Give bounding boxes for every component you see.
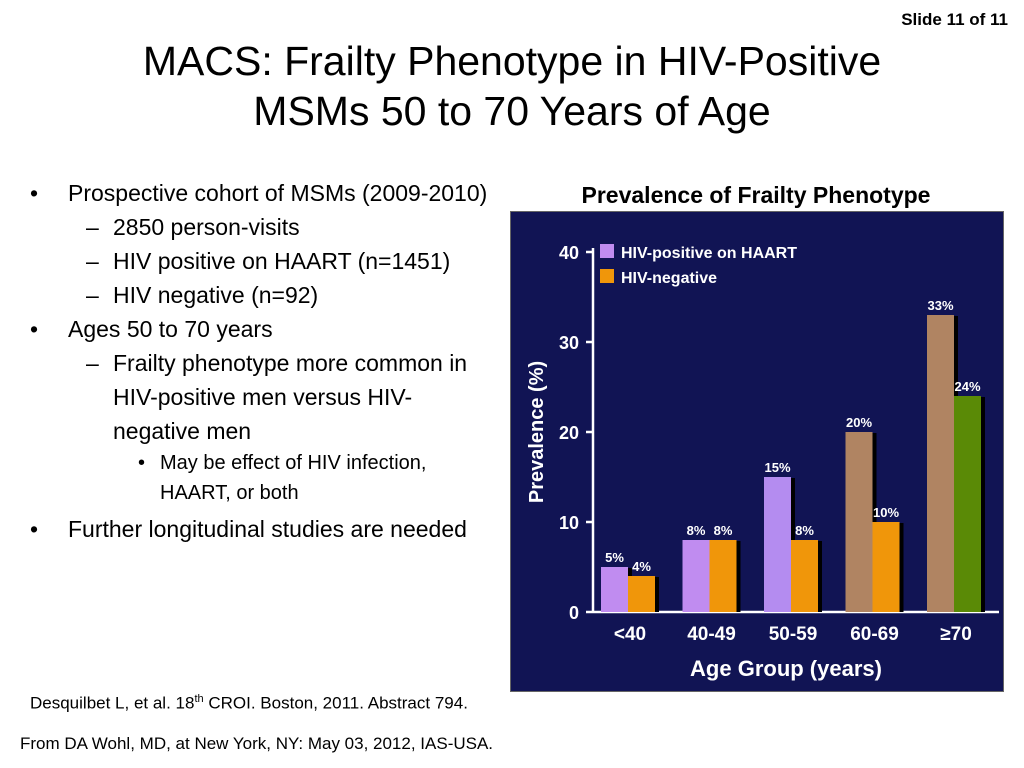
frailty-bar-chart: 0 10 20 30 40 Prevalence (%) 5% 4% <40 8% 8% 40-49 1… xyxy=(526,243,999,681)
y-tick-label: 10 xyxy=(559,513,579,533)
data-label: 5% xyxy=(605,550,624,565)
legend-label: HIV-negative xyxy=(621,270,717,287)
citation-text: Desquilbet L, et al. 18 xyxy=(30,693,195,713)
bar-hiv-negative xyxy=(791,540,818,612)
sub-bullet-person-visits: 2850 person-visits xyxy=(30,210,490,244)
x-tick-label: 50-59 xyxy=(769,624,818,645)
data-label: 15% xyxy=(764,460,790,475)
data-label: 24% xyxy=(954,379,980,394)
x-axis-label: Age Group (years) xyxy=(690,656,882,681)
source-credit: From DA Wohl, MD, at New York, NY: May 0… xyxy=(20,734,494,753)
title-line-2: MSMs 50 to 70 Years of Age xyxy=(253,88,771,134)
slide-number: Slide 11 of 11 xyxy=(901,10,1008,29)
bar-hiv-negative xyxy=(872,522,900,612)
data-label: 8% xyxy=(687,523,706,538)
bullet-ages: Ages 50 to 70 years xyxy=(30,312,490,346)
bar-hiv-negative xyxy=(954,396,981,612)
bar-hiv-positive xyxy=(601,567,628,612)
y-tick-label: 30 xyxy=(559,333,579,353)
chart-title: Prevalence of Frailty Phenotype xyxy=(581,182,931,208)
y-axis-label: Prevalence (%) xyxy=(526,361,548,503)
chart-panel: 0 10 20 30 40 Prevalence (%) 5% 4% <40 8% 8% 40-49 1… xyxy=(510,211,1004,692)
y-tick-label: 0 xyxy=(569,603,579,623)
sub-bullet-hiv-positive: HIV positive on HAART (n=1451) xyxy=(30,244,490,278)
bar-hiv-positive xyxy=(927,315,954,612)
sub-bullet-hiv-negative: HIV negative (n=92) xyxy=(30,278,490,312)
bar-hiv-positive xyxy=(845,432,873,612)
y-tick-label: 40 xyxy=(559,243,579,263)
bar-hiv-negative xyxy=(628,576,655,612)
data-label: 8% xyxy=(795,523,814,538)
citation-text-end: CROI. Boston, 2011. Abstract 794. xyxy=(203,693,468,713)
citation-superscript: th xyxy=(194,693,204,705)
data-label: 4% xyxy=(632,559,651,574)
legend-label: HIV-positive on HAART xyxy=(621,245,797,262)
citation: Desquilbet L, et al. 18th CROI. Boston, … xyxy=(30,693,468,714)
bar-hiv-positive xyxy=(764,477,791,612)
y-tick-label: 20 xyxy=(559,423,579,443)
legend-swatch xyxy=(600,244,614,258)
bar-hiv-negative xyxy=(709,540,737,612)
bullet-cohort: Prospective cohort of MSMs (2009-2010) xyxy=(30,176,490,210)
bullet-further-studies: Further longitudinal studies are needed xyxy=(30,512,490,546)
slide-title: MACS: Frailty Phenotype in HIV-Positive … xyxy=(0,36,1024,136)
x-tick-label: ≥70 xyxy=(940,624,972,645)
x-tick-label: 60-69 xyxy=(850,624,899,645)
sub-sub-bullet-effect: May be effect of HIV infection, HAART, o… xyxy=(30,448,490,508)
data-label: 8% xyxy=(714,523,733,538)
data-label: 33% xyxy=(927,298,953,313)
bullet-list: Prospective cohort of MSMs (2009-2010) 2… xyxy=(30,176,490,546)
legend-swatch xyxy=(600,269,614,283)
title-line-1: MACS: Frailty Phenotype in HIV-Positive xyxy=(142,38,882,84)
data-label: 10% xyxy=(873,505,899,520)
bar-hiv-positive xyxy=(682,540,710,612)
sub-bullet-frailty: Frailty phenotype more common in HIV-pos… xyxy=(30,346,490,448)
x-tick-label: 40-49 xyxy=(687,624,736,645)
data-label: 20% xyxy=(846,415,872,430)
x-tick-label: <40 xyxy=(614,624,646,645)
